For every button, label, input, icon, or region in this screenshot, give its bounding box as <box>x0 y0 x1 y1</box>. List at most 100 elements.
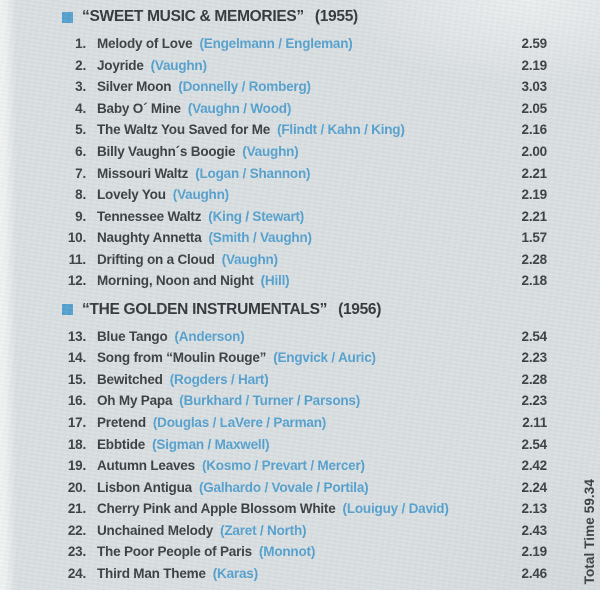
track-credits: (Vaughn) <box>150 57 207 73</box>
track-number: 10. <box>67 230 86 246</box>
album-header: “THE GOLDEN INSTRUMENTALS” (1956) <box>62 299 547 321</box>
track-duration: 2.46 <box>521 565 548 581</box>
track-number: 2. <box>75 57 86 73</box>
track-title: Baby O´ Mine <box>97 100 181 116</box>
track-credits: (Sigman / Maxwell) <box>152 436 270 452</box>
track-duration: 2.23 <box>521 350 548 366</box>
track-number: 4. <box>75 100 86 116</box>
track-number: 23. <box>67 544 86 560</box>
track-number: 24. <box>67 565 86 581</box>
album-title: “THE GOLDEN INSTRUMENTALS” <box>82 300 328 318</box>
track-credits: (Rogders / Hart) <box>169 371 269 387</box>
track-credits: (Anderson) <box>174 328 245 344</box>
track-number: 14. <box>67 350 86 366</box>
track-duration: 2.21 <box>521 208 548 224</box>
track-number: 12. <box>67 273 86 289</box>
track-title: Oh My Papa <box>97 393 173 409</box>
track-title: Bewitched <box>97 371 163 387</box>
track-number: 7. <box>75 165 86 181</box>
track-number: 3. <box>75 79 86 95</box>
album-header: “SWEET MUSIC & MEMORIES” (1955) <box>62 6 547 28</box>
track-row: 18. Ebbtide (Sigman / Maxwell) 2.54 <box>62 433 547 455</box>
track-duration: 2.19 <box>521 187 548 203</box>
track-duration: 2.54 <box>521 436 548 452</box>
track-duration: 2.13 <box>521 501 548 517</box>
track-title: Blue Tango <box>97 328 168 344</box>
track-number: 19. <box>67 458 86 474</box>
track-title: Billy Vaughn´s Boogie <box>97 144 236 159</box>
track-number: 8. <box>75 187 86 203</box>
track-row: 13. Blue Tango (Anderson) 2.54 <box>62 326 547 348</box>
track-title: Drifting on a Cloud <box>97 251 215 267</box>
track-duration: 2.28 <box>521 251 548 267</box>
sections: “SWEET MUSIC & MEMORIES” (1955) 1. Melod… <box>62 6 547 584</box>
tracklist-content: “SWEET MUSIC & MEMORIES” (1955) 1. Melod… <box>62 6 547 584</box>
track-credits: (Louiguy / David) <box>342 501 449 517</box>
track-title: Tennessee Waltz <box>97 208 202 224</box>
track-credits: (Logan / Shannon) <box>195 165 311 181</box>
track-row: 17. Pretend (Douglas / LaVere / Parman) … <box>62 412 547 434</box>
track-title: Unchained Melody <box>97 522 214 538</box>
track-duration: 2.05 <box>521 100 548 116</box>
track-title: Naughty Annetta <box>97 230 202 246</box>
track-row: 12. Morning, Noon and Night (Hill) 2.18 <box>62 270 547 292</box>
track-duration: 2.11 <box>522 415 547 431</box>
track-duration: 2.16 <box>521 122 548 138</box>
track-duration: 2.54 <box>521 328 548 344</box>
track-credits: (Burkhard / Turner / Parsons) <box>179 393 361 409</box>
track-row: 1. Melody of Love (Engelmann / Engleman)… <box>62 33 547 55</box>
track-row: 8. Lovely You (Vaughn) 2.19 <box>62 184 547 206</box>
track-row: 10. Naughty Annetta (Smith / Vaughn) 1.5… <box>62 227 547 249</box>
track-row: 19. Autumn Leaves (Kosmo / Prevart / Mer… <box>62 455 547 477</box>
track-duration: 2.19 <box>521 544 548 560</box>
track-row: 23. The Poor People of Paris (Monnot) 2.… <box>62 541 547 563</box>
track-credits: (Donnelly / Romberg) <box>178 79 311 95</box>
track-number: 1. <box>75 36 86 52</box>
album-year: (1955) <box>314 8 358 25</box>
track-duration: 2.24 <box>521 479 548 495</box>
track-number: 5. <box>75 122 86 138</box>
track-title: The Waltz You Saved for Me <box>97 122 271 138</box>
track-credits: (Kosmo / Prevart / Mercer) <box>201 458 365 474</box>
track-list: 1. Melody of Love (Engelmann / Engleman)… <box>62 33 547 292</box>
track-title: Third Man Theme <box>97 565 206 581</box>
track-credits: (Engelmann / Engleman) <box>199 36 353 52</box>
track-title: Pretend <box>97 415 146 431</box>
track-number: 20. <box>67 479 86 495</box>
track-title: Silver Moon <box>97 79 172 95</box>
track-title: Joyride <box>97 57 144 73</box>
track-credits: (Vaughn) <box>172 187 229 203</box>
track-credits: (Flindt / Kahn / King) <box>277 122 405 138</box>
track-credits: (Zaret / North) <box>220 522 307 538</box>
track-duration: 2.18 <box>521 273 548 289</box>
track-credits: (Monnot) <box>259 544 316 560</box>
track-row: 2. Joyride (Vaughn) 2.19 <box>62 55 547 77</box>
bullet-square-icon <box>62 304 73 316</box>
track-number: 16. <box>67 393 86 409</box>
track-row: 15. Bewitched (Rogders / Hart) 2.28 <box>62 369 547 391</box>
track-credits: (Smith / Vaughn) <box>208 230 313 246</box>
track-row: 4. Baby O´ Mine (Vaughn / Wood) 2.05 <box>62 98 547 120</box>
track-title: Cherry Pink and Apple Blossom White <box>97 501 336 517</box>
track-duration: 3.03 <box>521 79 548 95</box>
track-duration: 1.57 <box>521 230 548 246</box>
track-row: 20. Lisbon Antigua (Galhardo / Vovale / … <box>62 476 547 498</box>
track-row: 3. Silver Moon (Donnelly / Romberg) 3.03 <box>62 76 547 98</box>
track-row: 7. Missouri Waltz (Logan / Shannon) 2.21 <box>62 162 547 184</box>
total-time-label: Total Time 59.34 <box>582 478 597 584</box>
track-credits: (Karas) <box>212 565 258 581</box>
track-title: Ebbtide <box>97 436 146 452</box>
track-duration: 2.19 <box>521 57 548 73</box>
track-credits: (Engvick / Auric) <box>273 350 376 366</box>
track-row: 16. Oh My Papa (Burkhard / Turner / Pars… <box>62 390 547 412</box>
album-section: “THE GOLDEN INSTRUMENTALS” (1956) 13. Bl… <box>62 299 547 585</box>
track-row: 6. Billy Vaughn´s Boogie (Vaughn) 2.00 <box>62 141 547 163</box>
track-row: 24. Third Man Theme (Karas) 2.46 <box>62 563 547 585</box>
track-number: 21. <box>67 501 86 517</box>
track-row: 14. Song from “Moulin Rouge” (Engvick / … <box>62 347 547 369</box>
track-credits: (Vaughn) <box>242 144 299 159</box>
bullet-square-icon <box>62 11 73 23</box>
track-credits: (Galhardo / Vovale / Portila) <box>198 479 369 495</box>
track-title: Missouri Waltz <box>97 165 189 181</box>
track-number: 6. <box>75 144 86 159</box>
